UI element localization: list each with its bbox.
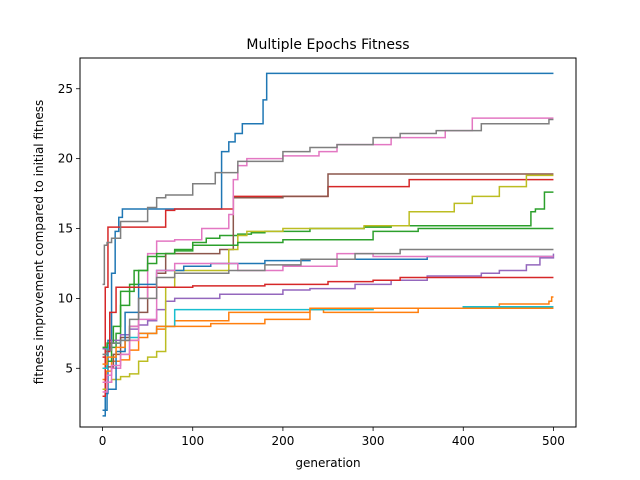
series-line-15 [102,252,554,393]
x-axis: 0 100 200 300 400 500 [99,427,565,448]
x-tick-label: 100 [181,434,204,448]
y-axis: 5 10 15 20 25 [58,82,80,375]
x-tick-label: 500 [542,434,565,448]
y-tick-label: 20 [58,152,73,166]
plot-frame [79,57,577,428]
x-tick-label: 200 [271,434,294,448]
x-tick-label: 0 [99,434,107,448]
series-line-9 [102,174,554,391]
y-axis-label: fitness improvement compared to initial … [32,100,46,384]
series-line-12 [102,307,554,365]
x-axis-label: generation [295,456,360,470]
series-line-14 [102,276,554,358]
chart-title: Multiple Epochs Fitness [246,37,409,53]
series-line-16 [102,248,554,356]
y-tick-label: 25 [58,82,73,96]
y-tick-label: 5 [65,361,73,375]
series-line-8 [102,118,554,286]
y-tick-label: 15 [58,222,73,236]
series-line-5 [102,253,555,350]
x-tick-label: 300 [362,434,385,448]
y-tick-label: 10 [58,291,73,305]
series-layer [102,72,555,417]
series-line-13 [102,227,554,349]
x-tick-label: 400 [452,434,475,448]
